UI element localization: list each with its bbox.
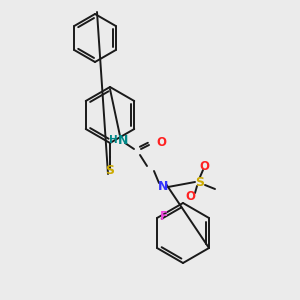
Text: F: F [160, 211, 168, 224]
Text: O: O [185, 190, 195, 203]
Text: S: S [106, 164, 115, 178]
Text: S: S [196, 176, 205, 188]
Text: O: O [156, 136, 166, 149]
Text: H: H [109, 135, 118, 145]
Text: N: N [118, 134, 128, 146]
Text: N: N [158, 181, 168, 194]
Text: O: O [199, 160, 209, 172]
